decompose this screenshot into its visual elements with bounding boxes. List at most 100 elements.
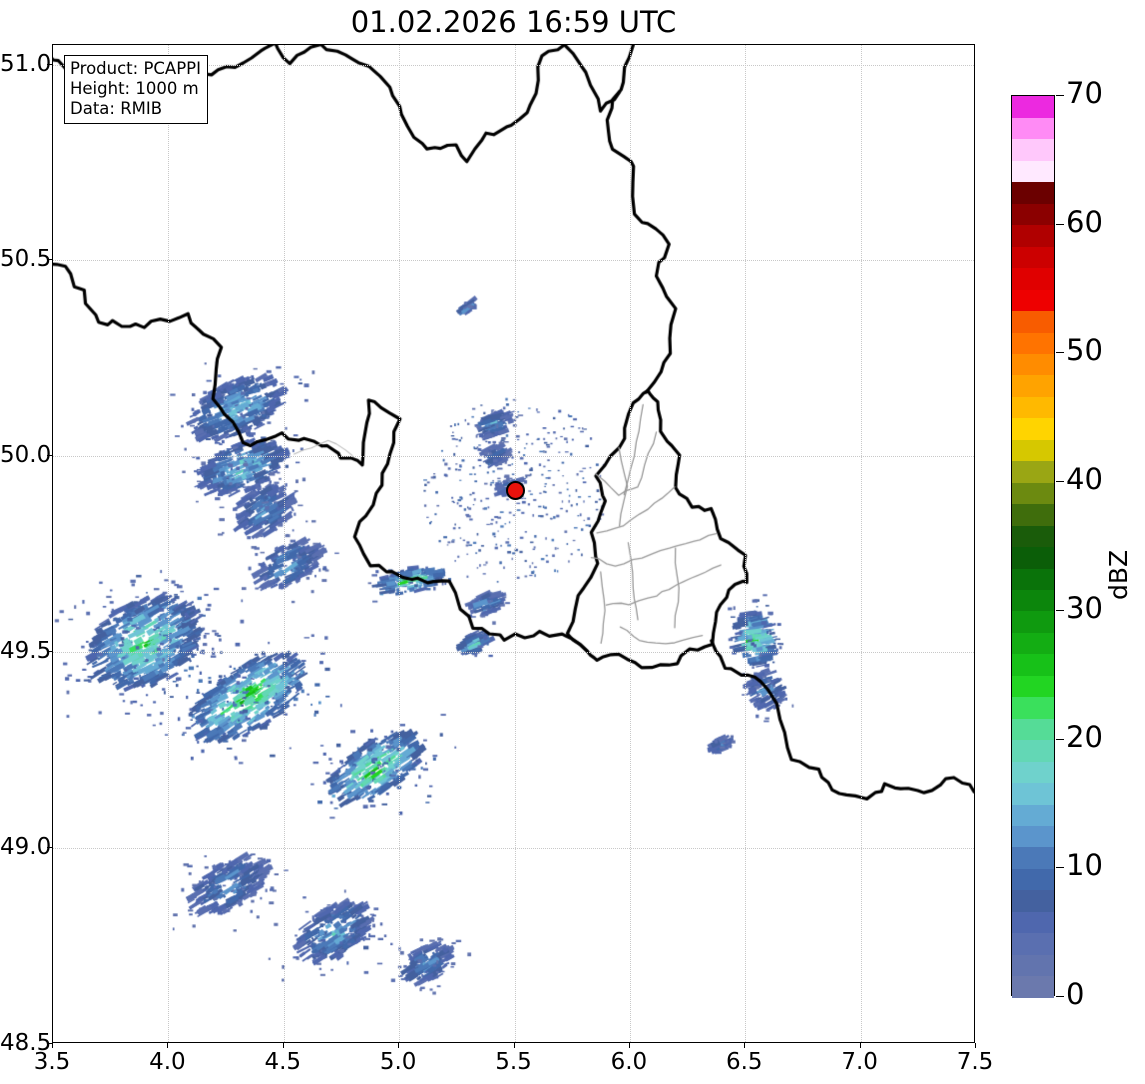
- colorbar-tick: [1056, 867, 1064, 869]
- colorbar-segment: [1012, 675, 1054, 698]
- x-axis-tick: [628, 1043, 630, 1048]
- page-title: 01.02.2026 16:59 UTC: [350, 5, 677, 39]
- colorbar-unit-label: dBZ: [1104, 549, 1133, 600]
- y-axis-tick: [47, 847, 52, 849]
- colorbar-tick: [1056, 738, 1064, 740]
- gridline-horizontal: [53, 260, 974, 262]
- y-axis-tick-label: 49.0: [0, 834, 52, 861]
- x-axis-tick-label: 4.0: [149, 1049, 186, 1075]
- gridline-horizontal: [53, 64, 974, 66]
- colorbar-segment: [1012, 289, 1054, 312]
- gridline-vertical: [168, 45, 170, 1042]
- colorbar-segment: [1012, 331, 1054, 355]
- x-axis-tick-label: 5.5: [495, 1049, 532, 1075]
- y-axis-tick: [47, 63, 52, 65]
- colorbar-segment: [1012, 803, 1054, 826]
- colorbar-segment: [1012, 96, 1054, 119]
- colorbar-tick-label: 50: [1066, 333, 1103, 368]
- colorbar-segment: [1012, 353, 1054, 376]
- colorbar-tick: [1056, 996, 1064, 997]
- x-axis-tick-label: 7.0: [841, 1049, 878, 1075]
- colorbar-tick-label: 20: [1066, 719, 1103, 754]
- gridline-horizontal: [53, 456, 974, 458]
- colorbar-segment: [1012, 439, 1054, 462]
- colorbar-tick-label: 30: [1066, 590, 1103, 625]
- colorbar-tick: [1056, 352, 1064, 354]
- colorbar-segment: [1012, 374, 1054, 397]
- colorbar-segment: [1012, 310, 1054, 333]
- gridline-vertical: [514, 45, 516, 1042]
- x-axis-tick-label: 6.0: [610, 1049, 648, 1075]
- gridline-vertical: [745, 45, 747, 1042]
- colorbar[interactable]: [1011, 95, 1055, 998]
- y-axis-tick: [47, 455, 52, 457]
- colorbar-tick-label: 0: [1066, 977, 1085, 1011]
- colorbar-tick-label: 40: [1066, 462, 1103, 497]
- colorbar-segment: [1012, 224, 1054, 247]
- colorbar-segment: [1012, 567, 1054, 590]
- colorbar-segment: [1012, 739, 1054, 762]
- colorbar-segment: [1012, 954, 1054, 977]
- colorbar-segment: [1012, 761, 1054, 784]
- colorbar-segment: [1012, 975, 1054, 998]
- colorbar-segment: [1012, 396, 1054, 419]
- y-axis-tick-label: 50.5: [0, 246, 52, 273]
- info-height: Height: 1000 m: [70, 79, 199, 98]
- colorbar-segment: [1012, 889, 1054, 912]
- x-axis-tick-label: 5.0: [379, 1049, 417, 1075]
- y-axis-tick: [47, 1043, 52, 1044]
- colorbar-segment: [1012, 160, 1054, 183]
- colorbar-segment: [1012, 482, 1054, 505]
- y-axis-tick-label: 51.0: [0, 50, 52, 77]
- radar-reflectivity-canvas: [53, 45, 974, 1042]
- y-axis-tick-label: 49.5: [0, 638, 52, 665]
- colorbar-segment: [1012, 117, 1054, 140]
- y-axis-tick-label: 50.0: [0, 442, 52, 469]
- colorbar-tick: [1056, 609, 1064, 611]
- x-axis-tick: [859, 1043, 861, 1048]
- colorbar-segment: [1012, 632, 1054, 655]
- colorbar-segment: [1012, 546, 1054, 569]
- x-axis-tick-label: 6.5: [725, 1049, 763, 1075]
- colorbar-segment: [1012, 203, 1054, 226]
- colorbar-tick: [1056, 223, 1064, 225]
- y-axis-tick: [47, 259, 52, 261]
- x-axis-tick: [744, 1043, 746, 1048]
- colorbar-segment: [1012, 782, 1054, 805]
- gridline-horizontal: [53, 652, 974, 654]
- colorbar-segment: [1012, 525, 1054, 548]
- gridline-vertical: [283, 45, 285, 1042]
- x-axis-tick: [513, 1043, 515, 1048]
- radar-site-marker[interactable]: [506, 480, 526, 500]
- x-axis-tick: [282, 1043, 284, 1048]
- info-product: Product: PCAPPI: [70, 59, 201, 78]
- colorbar-segment: [1012, 589, 1054, 612]
- colorbar-tick-label: 10: [1066, 848, 1103, 883]
- colorbar-segment: [1012, 653, 1054, 676]
- colorbar-segment: [1012, 246, 1054, 269]
- gridline-vertical: [629, 45, 631, 1042]
- info-data: Data: RMIB: [70, 99, 163, 118]
- gridline-vertical: [399, 45, 401, 1042]
- radar-map-plot[interactable]: [52, 44, 975, 1043]
- gridline-vertical: [860, 45, 862, 1042]
- x-axis-tick-label: 3.5: [33, 1049, 71, 1075]
- x-axis-tick-label: 4.5: [264, 1049, 302, 1075]
- y-axis-tick: [47, 651, 52, 653]
- colorbar-segment: [1012, 846, 1054, 869]
- colorbar-tick: [1056, 95, 1064, 96]
- colorbar-segment: [1012, 932, 1054, 955]
- colorbar-segment: [1012, 911, 1054, 934]
- colorbar-tick-label: 60: [1066, 204, 1103, 239]
- y-axis-tick-label: 48.5: [0, 1030, 52, 1056]
- x-axis-tick: [52, 1043, 53, 1048]
- colorbar-segment: [1012, 417, 1054, 440]
- colorbar-segment: [1012, 181, 1054, 204]
- gridline-horizontal: [53, 848, 974, 850]
- x-axis-tick-label: 7.5: [956, 1049, 994, 1075]
- x-axis-tick: [975, 1043, 976, 1048]
- colorbar-segment: [1012, 138, 1054, 161]
- colorbar-segment: [1012, 610, 1054, 633]
- colorbar-segment: [1012, 868, 1054, 891]
- colorbar-segment: [1012, 825, 1054, 848]
